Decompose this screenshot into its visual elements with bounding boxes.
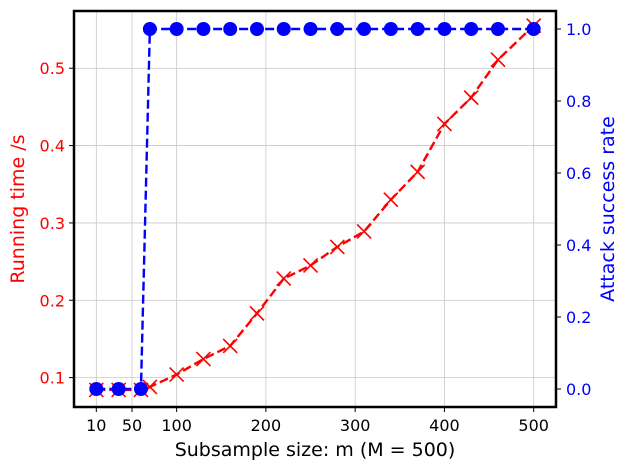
right-y-tick-label: 0.6 <box>566 164 591 183</box>
right-y-tick-label: 0.0 <box>566 380 591 399</box>
right-y-axis-title: Attack success rate <box>597 116 619 302</box>
running-time-marker <box>410 164 426 180</box>
right-y-tick-label: 1.0 <box>566 20 591 39</box>
plot-frame <box>72 9 558 409</box>
success-rate-series <box>89 22 541 396</box>
success-rate-marker <box>410 22 425 36</box>
gridlines <box>74 11 556 407</box>
success-rate-marker <box>330 22 345 36</box>
running-time-marker <box>302 257 319 274</box>
running-time-marker <box>436 116 452 132</box>
axis-ticks: 10 50 100 200 300 400 500 0.1 0.2 0.3 0.4 0.5 0.0 0.2… <box>40 20 592 435</box>
running-time-marker <box>383 192 399 208</box>
running-time-marker <box>329 239 345 255</box>
left-y-tick-label: 0.3 <box>40 214 65 233</box>
success-rate-marker <box>196 22 211 36</box>
left-y-axis-title: Running time /s <box>7 134 29 283</box>
success-rate-marker <box>223 22 238 36</box>
success-rate-marker <box>490 22 505 36</box>
right-y-tick-label: 0.8 <box>566 92 591 111</box>
success-rate-marker <box>303 22 318 36</box>
right-y-tick-label: 0.2 <box>566 308 591 327</box>
right-y-tick-label: 0.4 <box>566 236 591 255</box>
success-rate-marker <box>276 22 291 36</box>
series-layer <box>88 18 542 398</box>
x-tick-label: 200 <box>251 416 282 435</box>
running-time-marker <box>222 338 238 354</box>
success-rate-marker <box>526 22 541 36</box>
running-time-marker <box>463 90 479 106</box>
running-time-marker <box>249 305 265 321</box>
success-rate-marker <box>111 382 126 396</box>
running-time-marker <box>276 271 292 287</box>
x-tick-label: 400 <box>429 416 460 435</box>
success-rate-marker <box>464 22 479 36</box>
running-time-marker <box>490 52 506 68</box>
success-rate-marker <box>89 382 104 396</box>
x-axis-title: Subsample size: m (M = 500) <box>175 439 456 461</box>
left-y-tick-label: 0.5 <box>40 59 65 78</box>
x-tick-label: 300 <box>340 416 371 435</box>
success-rate-marker <box>133 382 148 396</box>
x-tick-label: 50 <box>122 416 142 435</box>
left-y-tick-label: 0.1 <box>40 369 65 388</box>
success-rate-marker <box>249 22 264 36</box>
success-rate-marker <box>437 22 452 36</box>
success-rate-marker <box>357 22 372 36</box>
running-time-marker <box>195 351 211 367</box>
success-rate-marker <box>383 22 398 36</box>
success-rate-marker <box>169 22 184 36</box>
success-rate-marker <box>142 22 157 36</box>
left-y-tick-label: 0.2 <box>40 291 65 310</box>
x-tick-label: 100 <box>161 416 192 435</box>
x-tick-label: 500 <box>518 416 549 435</box>
running-time-marker <box>356 223 372 239</box>
x-tick-label: 10 <box>86 416 106 435</box>
left-y-tick-label: 0.4 <box>40 137 65 156</box>
running-time-marker <box>169 366 185 383</box>
